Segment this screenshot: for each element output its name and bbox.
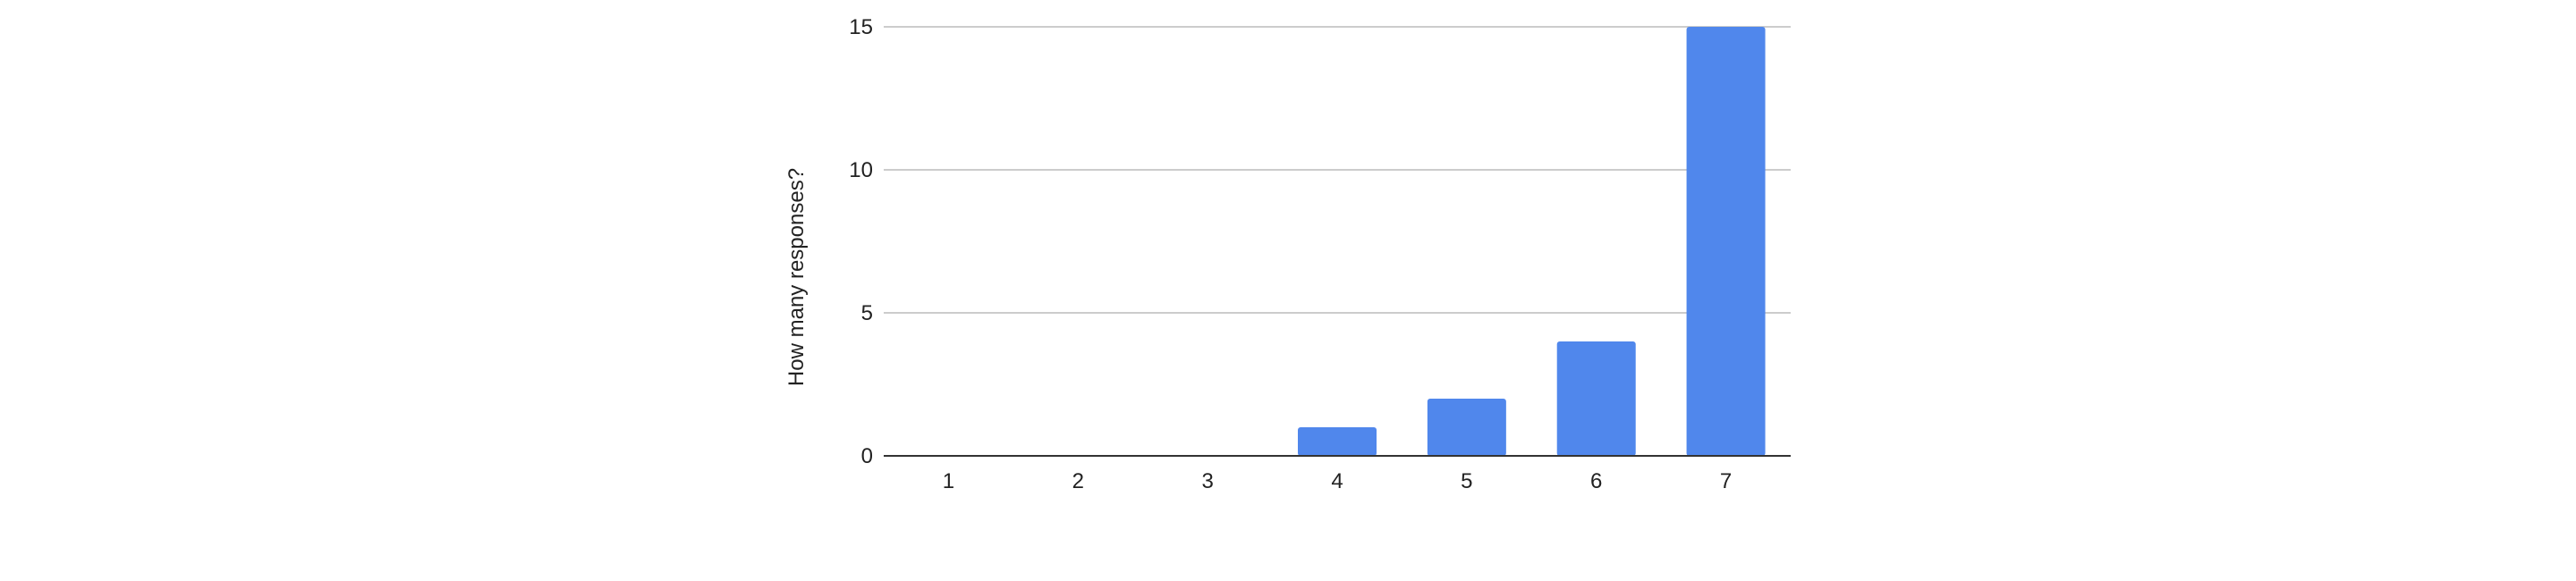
y-tick-labels: 0 5 10 15: [849, 15, 873, 468]
x-tick-label: 7: [1720, 469, 1732, 493]
x-tick-labels: 1 2 3 4 5 6 7: [943, 469, 1733, 493]
bar-5: [1427, 399, 1506, 456]
bar-7: [1686, 27, 1766, 456]
x-tick-label: 2: [1072, 469, 1084, 493]
x-tick-label: 6: [1590, 469, 1602, 493]
y-tick-label: 10: [849, 158, 873, 182]
y-tick-label: 15: [849, 15, 873, 39]
x-tick-label: 1: [943, 469, 954, 493]
gridlines: [884, 26, 1791, 314]
bar-4: [1298, 427, 1377, 456]
bars: [1298, 27, 1766, 456]
y-tick-label: 5: [861, 301, 873, 325]
x-tick-label: 5: [1461, 469, 1472, 493]
bar-6: [1556, 341, 1636, 456]
y-tick-label: 0: [861, 444, 873, 468]
x-tick-label: 4: [1331, 469, 1343, 493]
y-axis-title: How many responses?: [784, 168, 809, 386]
x-tick-label: 3: [1201, 469, 1213, 493]
